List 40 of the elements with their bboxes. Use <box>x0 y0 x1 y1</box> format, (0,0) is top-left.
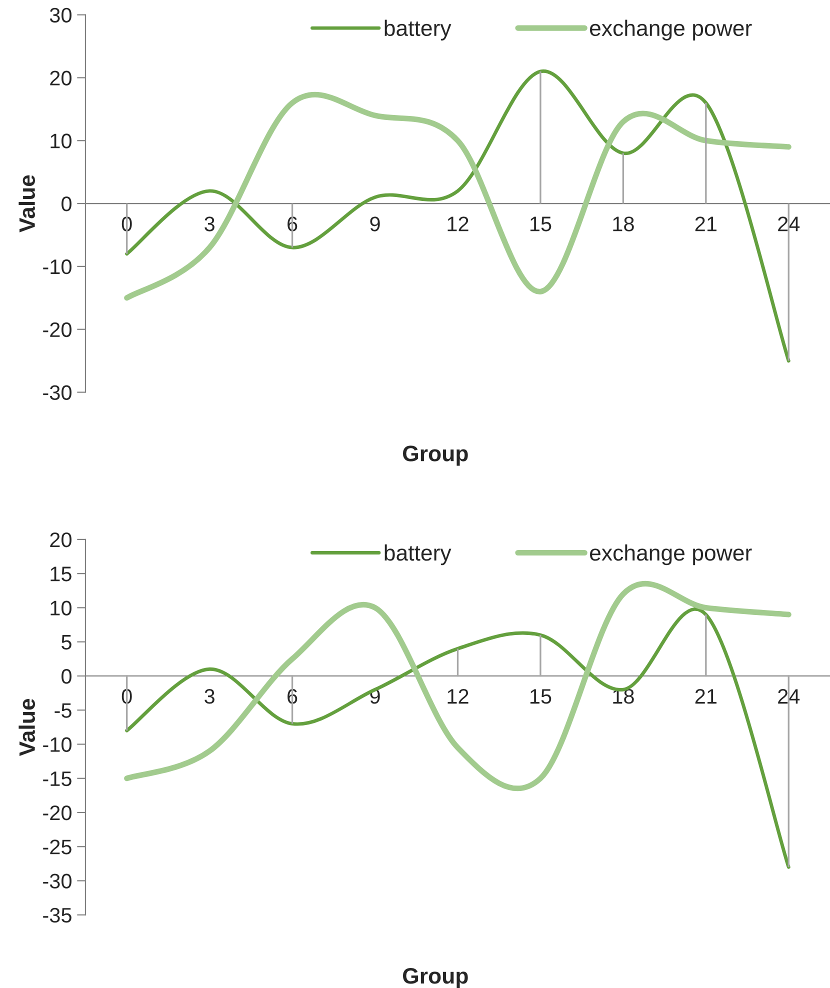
y-tick-label: -20 <box>43 805 72 820</box>
y-tick-label: 30 <box>50 8 72 23</box>
legend-label: battery <box>384 20 452 40</box>
x-tick-label: 18 <box>613 216 634 232</box>
y-tick-label: -35 <box>43 908 72 923</box>
y-tick-label: 15 <box>50 566 72 582</box>
y-tick-label: 0 <box>62 668 72 684</box>
y-tick-label: 20 <box>50 532 72 548</box>
x-tick-label: 24 <box>778 689 800 704</box>
y-tick-label: 10 <box>50 600 72 616</box>
y-tick-label: 5 <box>62 635 72 650</box>
x-tick-label: 15 <box>530 216 552 232</box>
y-tick-label: 10 <box>50 134 72 148</box>
x-tick-label: 24 <box>778 216 800 232</box>
x-axis-title: Group <box>402 446 468 466</box>
y-tick-label: -20 <box>43 322 72 338</box>
x-tick-label: 21 <box>695 689 716 704</box>
y-axis-title: Value <box>18 175 36 232</box>
x-tick-label: 9 <box>370 216 380 232</box>
y-tick-label: -30 <box>43 874 72 889</box>
y-tick-label: -10 <box>43 259 72 274</box>
x-tick-label: 15 <box>530 689 552 704</box>
x-tick-label: 3 <box>204 689 214 704</box>
y-tick-label: -5 <box>54 703 72 718</box>
legend-label: battery <box>384 544 452 566</box>
y-tick-label: 20 <box>50 70 72 86</box>
y-tick-label: -15 <box>43 772 72 786</box>
y-tick-label: 0 <box>62 196 72 212</box>
y-tick-label: -10 <box>43 737 72 752</box>
y-tick-label: -30 <box>43 385 72 400</box>
x-tick-label: 3 <box>204 216 214 232</box>
x-axis-title: Group <box>402 968 468 988</box>
x-tick-label: 12 <box>448 216 468 232</box>
x-tick-label: 21 <box>695 216 716 232</box>
x-tick-label: 12 <box>448 689 468 704</box>
y-tick-label: -25 <box>43 840 72 854</box>
x-tick-label: 0 <box>122 216 132 232</box>
legend-label: exchange power <box>590 544 752 566</box>
y-axis-title: Value <box>18 698 36 756</box>
legend-label: exchange power <box>590 20 752 40</box>
